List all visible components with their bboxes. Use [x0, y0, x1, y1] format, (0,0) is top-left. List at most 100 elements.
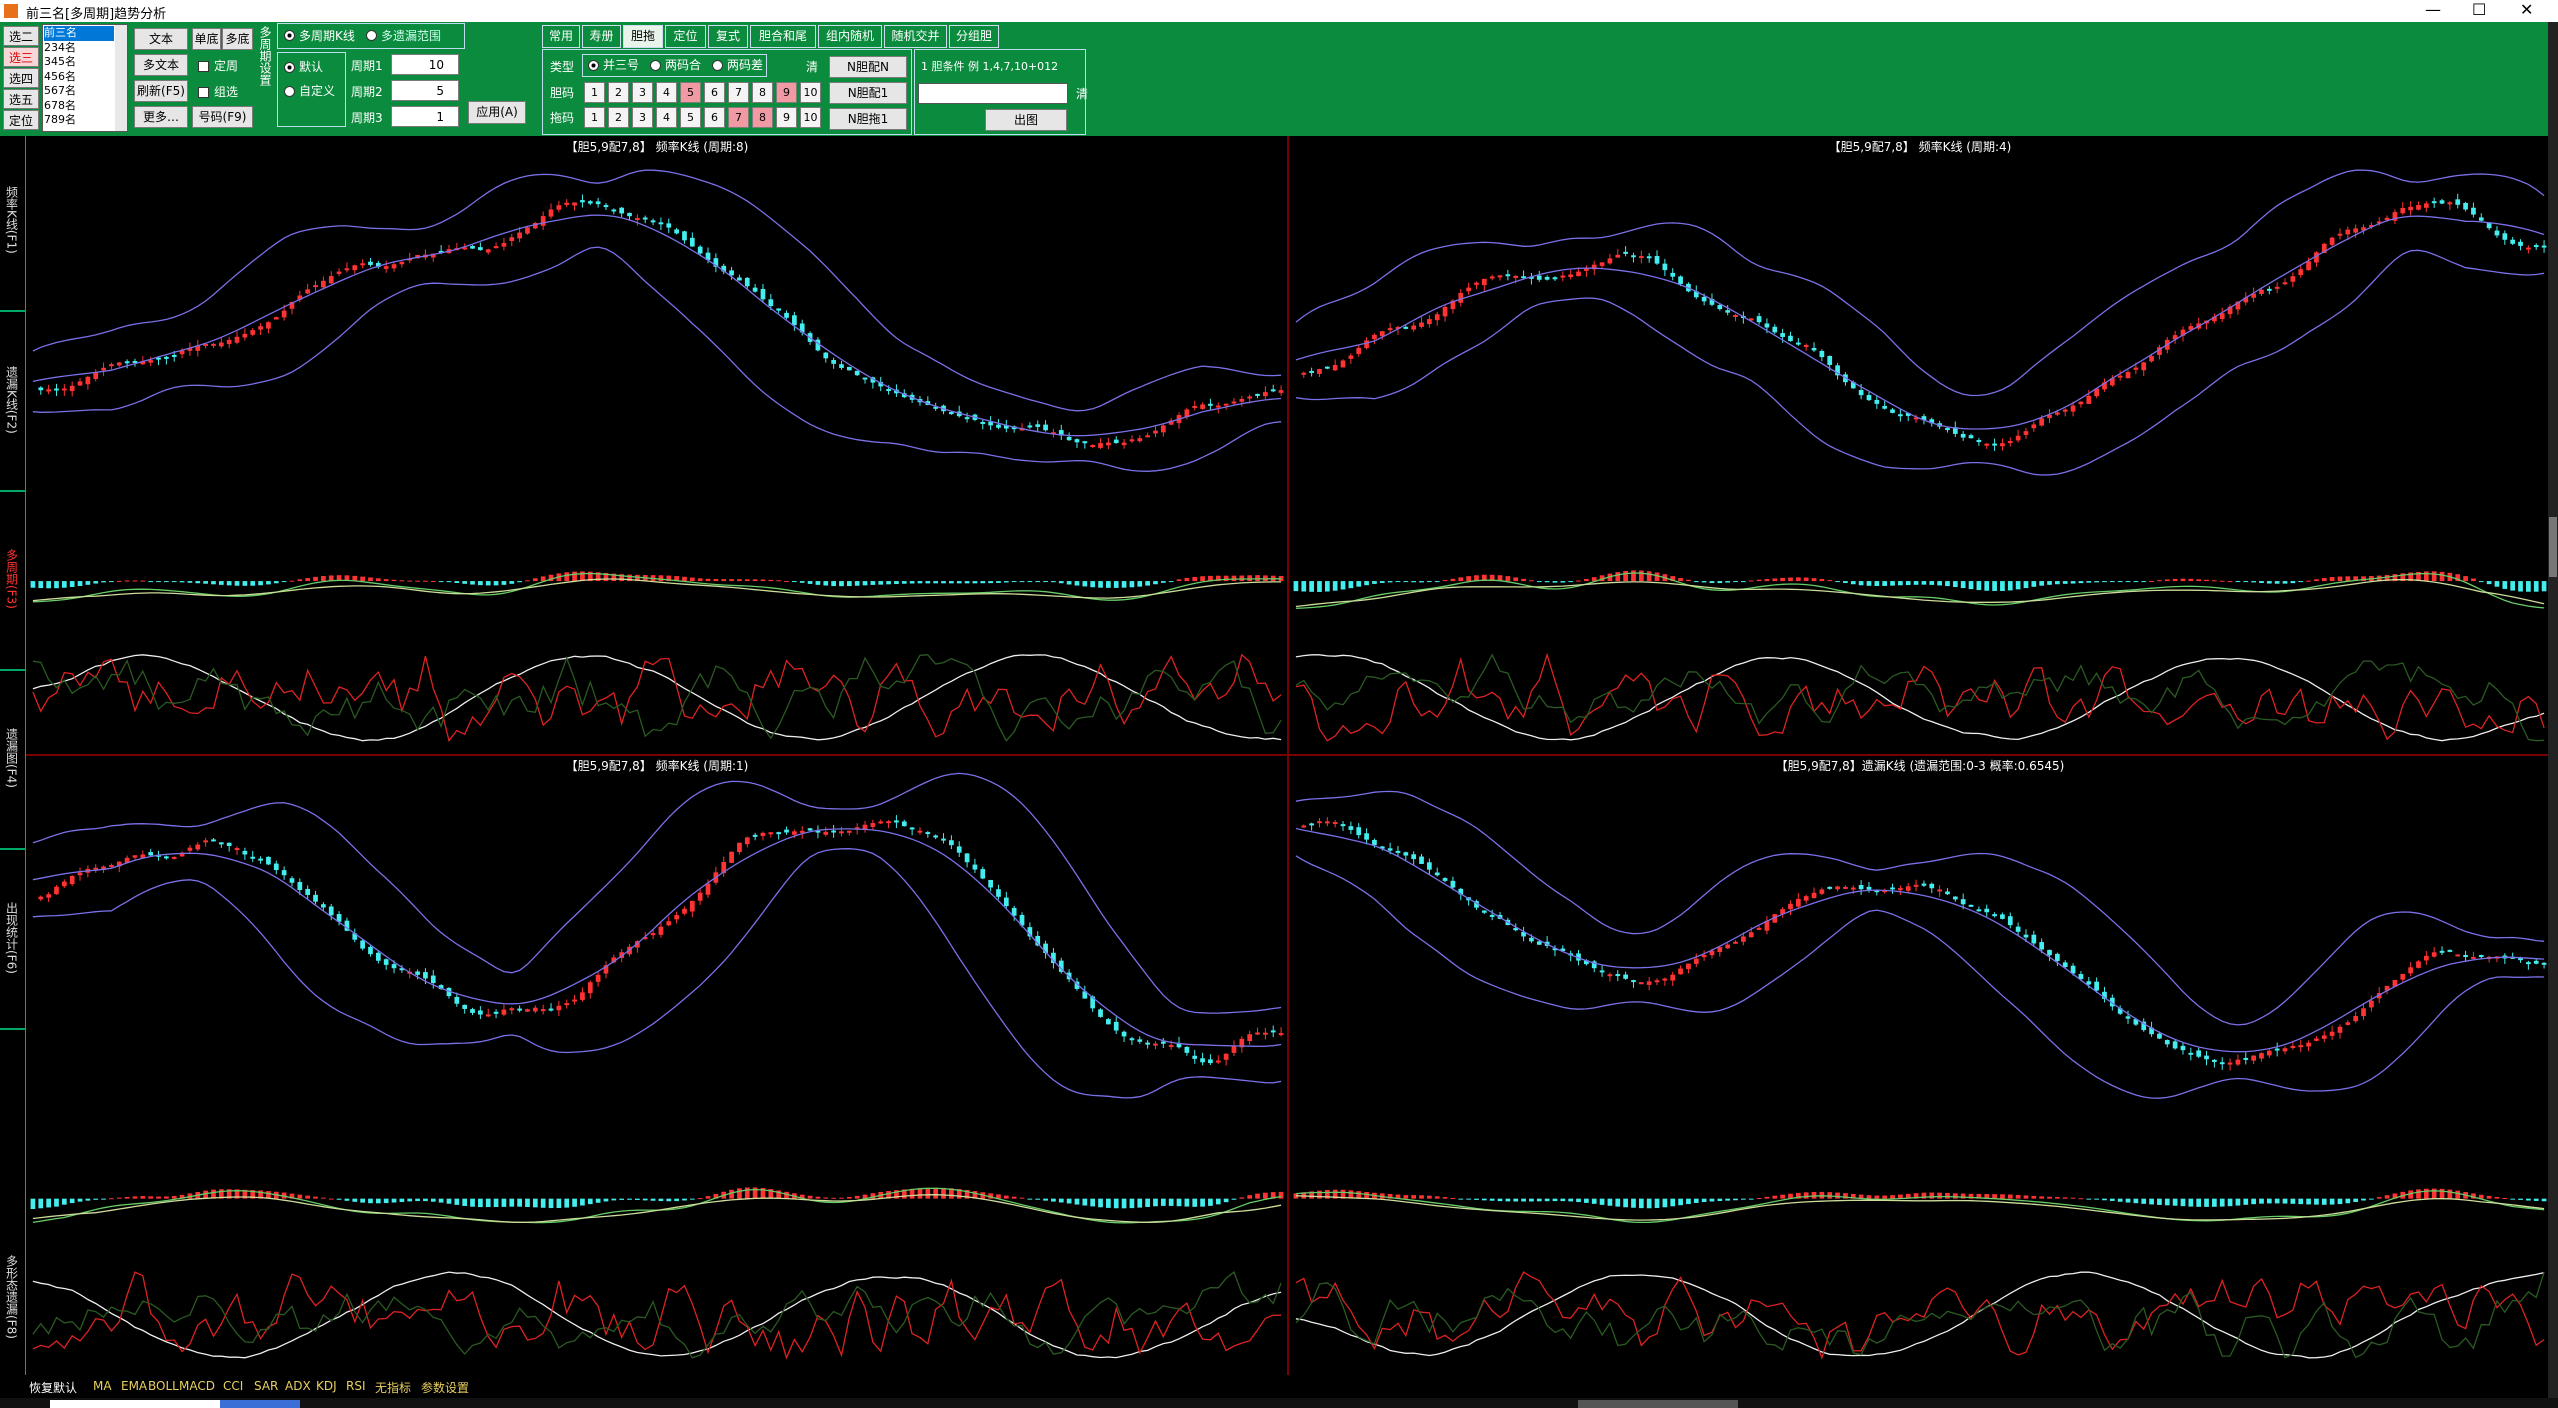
spin-box[interactable]: 1 [391, 106, 459, 127]
select-button[interactable]: 选二 [3, 26, 39, 46]
number-box[interactable]: 10 [800, 82, 821, 103]
close[interactable]: ✕ [2520, 0, 2534, 19]
number-box[interactable]: 2 [608, 82, 629, 103]
minimize[interactable]: — [2425, 0, 2441, 19]
button[interactable]: N胆拖1 [829, 108, 907, 130]
checkbox[interactable] [198, 61, 209, 72]
list-item[interactable]: 456名 [44, 69, 76, 83]
candle [195, 844, 201, 850]
tab[interactable]: 随机交并 [884, 25, 947, 48]
macd-bar [2361, 576, 2366, 582]
maximize[interactable]: ☐ [2472, 0, 2487, 19]
number-box[interactable]: 9 [776, 107, 797, 128]
radio[interactable] [712, 60, 723, 71]
candle [2290, 276, 2296, 282]
candle [2533, 245, 2539, 248]
number-box[interactable]: 1 [584, 82, 605, 103]
radio[interactable] [284, 30, 295, 41]
button[interactable]: 刷新(F5) [134, 80, 188, 102]
macd-bar [1231, 1198, 1237, 1200]
candle [2526, 962, 2531, 965]
number-box[interactable]: 7 [728, 107, 749, 128]
number-box[interactable]: 6 [704, 82, 725, 103]
number-box[interactable]: 2 [608, 107, 629, 128]
number-box[interactable]: 8 [752, 107, 773, 128]
number-box[interactable]: 8 [752, 82, 773, 103]
candle [485, 249, 491, 253]
number-box[interactable]: 10 [800, 107, 821, 128]
macd-bar [2337, 576, 2343, 582]
tab[interactable]: 胆拖 [623, 25, 663, 48]
button[interactable]: 应用(A) [468, 101, 526, 124]
tab[interactable]: 常用 [542, 25, 580, 48]
side-tab[interactable]: 遗漏图(F4) [4, 728, 19, 788]
candle [2518, 241, 2523, 246]
list-item[interactable]: 678名 [44, 98, 76, 112]
side-tab[interactable]: 多周期(F3) [4, 549, 19, 609]
candle [258, 858, 263, 861]
spin-box[interactable]: 5 [391, 80, 459, 101]
radio[interactable] [284, 62, 295, 73]
scroll-thumb[interactable] [2549, 517, 2557, 577]
macd-bar [2259, 581, 2264, 584]
number-box[interactable]: 7 [728, 82, 749, 103]
select-button[interactable]: 定位 [3, 110, 39, 130]
macd-bar [595, 572, 601, 582]
checkbox[interactable] [198, 87, 209, 98]
button[interactable]: 文本 [134, 28, 188, 50]
radio[interactable] [366, 30, 377, 41]
kdj-d [32, 653, 1282, 743]
number-box[interactable]: 3 [632, 107, 653, 128]
radio[interactable] [650, 60, 661, 71]
list-item[interactable]: 567名 [44, 84, 76, 97]
candle [666, 921, 672, 926]
number-box[interactable]: 5 [680, 82, 701, 103]
macd-bar [1505, 576, 1511, 582]
button[interactable]: 多底 [222, 28, 253, 50]
select-button[interactable]: 选五 [3, 89, 39, 109]
number-box[interactable]: 9 [776, 82, 797, 103]
spin-box[interactable]: 10 [391, 54, 459, 75]
list-item[interactable]: 345名 [44, 55, 76, 68]
number-box[interactable]: 3 [632, 82, 653, 103]
button[interactable]: 多文本 [134, 54, 188, 76]
number-box[interactable]: 5 [680, 107, 701, 128]
macd-bar [360, 1198, 365, 1203]
macd-bar [46, 581, 51, 589]
list-item[interactable]: 前三名 [44, 26, 114, 41]
macd-bar [1921, 581, 1927, 585]
side-tab[interactable]: 出现统计(F6) [4, 902, 19, 974]
button[interactable]: N胆配1 [829, 82, 907, 104]
side-tab[interactable]: 多形态遗漏(F8) [4, 1255, 19, 1339]
list-item[interactable]: 789名 [44, 113, 76, 126]
number-box[interactable]: 4 [656, 82, 677, 103]
select-button[interactable]: 选四 [3, 68, 39, 88]
tab[interactable]: 分组胆 [949, 25, 999, 48]
band-mid [32, 828, 1282, 1047]
tab[interactable]: 复式 [708, 25, 748, 48]
side-tab[interactable]: 频率K线(F1) [4, 186, 19, 254]
list-item[interactable]: 234名 [44, 40, 76, 54]
radio[interactable] [284, 86, 295, 97]
button[interactable]: 更多… [134, 106, 188, 128]
button[interactable]: N胆配N [829, 56, 907, 78]
side-tab[interactable]: 遗漏K线(F2) [4, 366, 19, 434]
tab[interactable]: 组内随机 [818, 25, 882, 48]
label: 1 胆条件 例 1,4,7,10+012 [921, 60, 1059, 73]
radio[interactable] [588, 60, 599, 71]
button[interactable]: 号码(F9) [192, 106, 253, 128]
tab[interactable]: 定位 [665, 25, 706, 48]
select-button[interactable]: 选三 [3, 47, 39, 67]
macd-bar [383, 1198, 389, 1204]
number-box[interactable]: 4 [656, 107, 677, 128]
button[interactable]: 出图 [985, 109, 1067, 131]
tab[interactable]: 胆合和尾 [750, 25, 816, 48]
candle [2282, 282, 2288, 285]
number-box[interactable]: 6 [704, 107, 725, 128]
macd-bar [2290, 581, 2296, 584]
button[interactable]: 单底 [192, 28, 221, 50]
tab[interactable]: 寿册 [582, 25, 621, 48]
candle [2541, 245, 2547, 248]
candle [580, 992, 585, 1000]
number-box[interactable]: 1 [584, 107, 605, 128]
